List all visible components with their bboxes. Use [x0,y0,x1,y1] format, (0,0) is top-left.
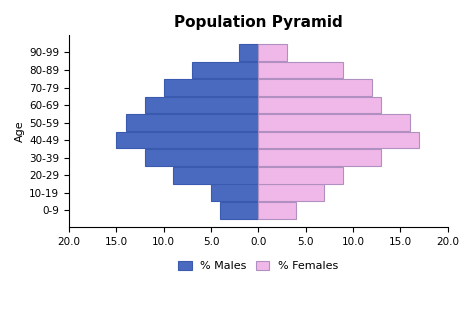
Bar [258,114,410,131]
Bar [239,44,258,61]
Legend: % Males, % Females: % Males, % Females [174,257,343,276]
Bar [258,61,344,78]
Bar [258,132,419,148]
Bar [258,97,381,113]
Bar [258,79,372,96]
Bar [258,167,344,183]
Title: Population Pyramid: Population Pyramid [174,15,343,30]
Bar [192,61,258,78]
Bar [126,114,258,131]
Bar [211,184,258,201]
Bar [164,79,258,96]
Bar [173,167,258,183]
Bar [258,44,287,61]
Bar [258,202,296,219]
Bar [116,132,258,148]
Bar [145,149,258,166]
Bar [258,149,381,166]
Bar [145,97,258,113]
Bar [258,184,325,201]
Y-axis label: Age: Age [15,121,25,142]
Bar [220,202,258,219]
